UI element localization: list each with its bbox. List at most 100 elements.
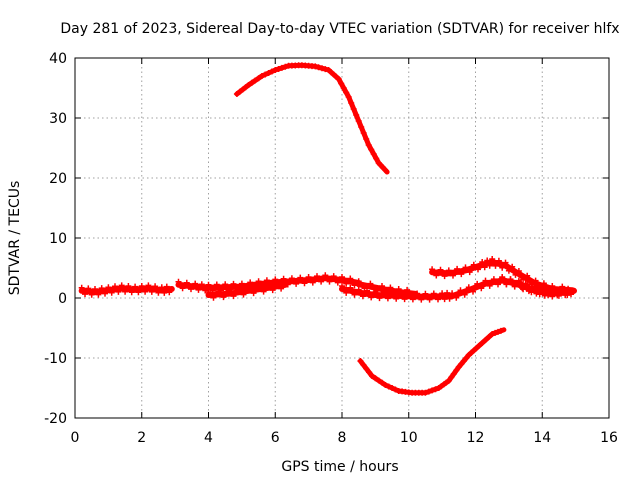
data-point-band-mid: [255, 278, 262, 285]
data-point-arc-high: [340, 85, 347, 91]
data-point-band-early: [108, 289, 115, 296]
data-point-band-dip: [225, 287, 232, 294]
data-point-rise-upper: [505, 267, 512, 274]
data-point-band-mid: [222, 281, 229, 288]
data-point-tail: [549, 286, 556, 293]
data-point-band-dip: [273, 280, 280, 287]
data-point-arc-low: [489, 331, 496, 337]
data-point-arc-low: [429, 387, 436, 394]
data-point-rise-upper: [481, 264, 488, 271]
data-point-band-dip: [245, 284, 252, 291]
data-point-band-shift: [395, 286, 402, 292]
data-point-band-mid: [213, 281, 220, 288]
data-point-arc-high: [255, 75, 262, 82]
data-point-arc-high: [373, 155, 380, 162]
data-point-tail: [554, 292, 561, 299]
data-point-band-shift: [355, 278, 362, 285]
data-point-arc-high: [275, 66, 282, 72]
data-point-band-mid: [263, 277, 270, 284]
y-axis-label: SDTVAR / TECUs: [7, 181, 23, 296]
data-point-tail: [559, 286, 566, 293]
data-point-band-shift: [367, 280, 374, 287]
data-point-band-late: [359, 293, 366, 300]
data-point-band-mid: [305, 274, 312, 280]
data-point-arc-high: [345, 94, 352, 100]
data-point-band-mid: [198, 281, 205, 288]
data-point-band-mid: [318, 278, 325, 285]
data-point-arc-high: [278, 64, 285, 71]
data-point-band-early: [125, 283, 132, 289]
data-point-band-early: [95, 291, 102, 298]
data-point-arc-low: [360, 361, 367, 368]
data-point-band-dip: [205, 289, 212, 295]
data-point-band-dip: [240, 291, 247, 298]
y-tick-label: -10: [44, 351, 67, 367]
data-point-rise-upper: [462, 264, 469, 271]
data-point-rise-upper: [540, 280, 547, 287]
y-tick-label: -20: [44, 411, 67, 427]
x-tick-label: 16: [600, 430, 618, 446]
data-point-arc-high: [335, 76, 342, 82]
data-point-tail: [564, 292, 571, 299]
x-tick-label: 8: [338, 430, 347, 446]
data-point-rise-upper: [437, 266, 444, 273]
data-point-arc-high: [315, 64, 322, 71]
data-point-band-early: [132, 283, 139, 290]
data-point-band-late: [426, 296, 433, 303]
data-point-arc-low: [369, 373, 375, 379]
data-point-band-mid: [314, 273, 320, 280]
data-point-band-early: [122, 288, 129, 295]
data-point-rise-lower: [449, 290, 456, 297]
data-point-arc-low: [382, 382, 389, 388]
data-point-tail: [503, 281, 510, 288]
data-point-rise-upper: [532, 277, 539, 284]
data-point-rise-upper: [486, 262, 493, 269]
data-point-tail: [511, 283, 518, 290]
data-point-band-early: [142, 288, 149, 295]
data-point-band-mid: [334, 279, 341, 286]
chart-title: Day 281 of 2023, Sidereal Day-to-day VTE…: [60, 21, 619, 37]
data-point-rise-lower: [461, 291, 468, 298]
y-tick-label: 10: [49, 231, 67, 247]
data-point-tail: [507, 276, 514, 283]
data-point-rise-upper: [433, 272, 440, 279]
data-point-tail: [520, 286, 527, 293]
data-point-arc-high: [248, 79, 255, 86]
data-point-band-mid: [238, 280, 245, 287]
data-point-rise-lower: [465, 284, 472, 291]
data-point-arc-low: [450, 370, 457, 377]
data-point-band-mid: [330, 273, 337, 280]
data-point-band-shift: [391, 291, 398, 298]
data-point-band-mid: [293, 280, 300, 287]
data-point-tail: [540, 285, 547, 292]
data-point-band-mid: [205, 281, 212, 288]
data-point-band-late: [343, 289, 350, 296]
data-point-rise-lower: [482, 277, 489, 284]
data-point-band-shift: [373, 287, 380, 294]
data-point-band-mid: [309, 279, 316, 286]
data-point-rise-lower: [490, 276, 497, 283]
data-point-rise-upper: [470, 261, 477, 268]
data-point-rise-upper: [512, 271, 519, 278]
data-point-band-mid: [247, 279, 254, 286]
data-point-band-early: [135, 289, 142, 296]
data-point-arc-high: [252, 77, 259, 84]
data-point-band-late: [422, 290, 429, 297]
data-point-rise-lower: [457, 287, 464, 294]
data-point-arc-low: [445, 377, 452, 384]
data-point-band-shift: [399, 292, 406, 299]
data-point-band-mid: [343, 280, 350, 287]
data-point-band-early: [105, 284, 112, 291]
data-point-arc-high: [370, 151, 377, 157]
data-point-band-mid: [339, 274, 345, 280]
data-point-band-mid: [230, 280, 237, 287]
data-point-arc-high: [343, 89, 350, 96]
data-point-band-dip: [250, 290, 257, 297]
x-tick-label: 0: [71, 430, 80, 446]
data-point-band-dip: [230, 293, 237, 300]
data-point-band-early: [88, 291, 95, 298]
data-point-band-dip: [235, 286, 242, 293]
data-point-rise-upper: [492, 262, 499, 269]
data-point-band-early: [148, 288, 155, 295]
